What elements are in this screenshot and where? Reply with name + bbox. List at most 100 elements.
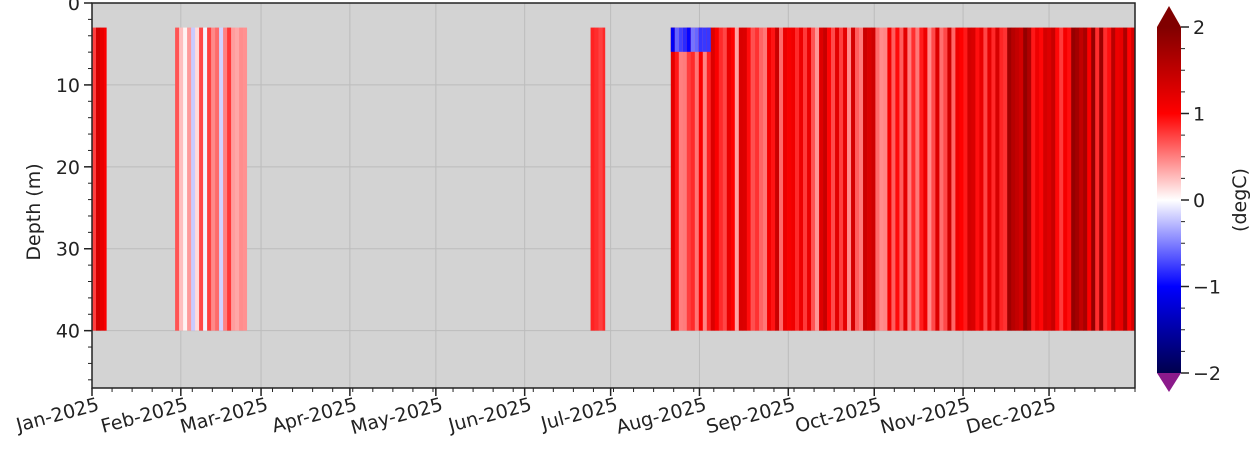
heatmap-cell bbox=[879, 27, 884, 331]
heatmap-cell bbox=[686, 27, 692, 331]
heatmap-cell bbox=[1027, 27, 1032, 331]
heatmap-cell bbox=[823, 27, 828, 331]
heatmap-cell bbox=[690, 27, 696, 331]
heatmap-cell bbox=[1107, 27, 1112, 331]
heatmap-cell bbox=[775, 27, 780, 331]
heatmap-cell bbox=[931, 27, 936, 331]
heatmap-cell bbox=[1015, 27, 1020, 331]
heatmap-cell bbox=[746, 27, 752, 331]
colorbar-tick-label: 0 bbox=[1193, 190, 1205, 212]
heatmap-segment bbox=[590, 27, 606, 331]
heatmap-cell bbox=[690, 27, 696, 52]
heatmap-cell bbox=[219, 27, 224, 331]
heatmap-cell bbox=[939, 27, 944, 331]
heatmap-cell bbox=[702, 27, 708, 52]
heatmap-cell bbox=[1079, 27, 1084, 331]
x-tick-label: Nov-2025 bbox=[878, 394, 972, 439]
heatmap-cell bbox=[682, 27, 688, 331]
heatmap-cell bbox=[779, 27, 784, 331]
heatmap-cell bbox=[1059, 27, 1064, 331]
heatmap-cell bbox=[594, 27, 599, 331]
heatmap-segment bbox=[92, 27, 107, 331]
heatmap-cell bbox=[843, 27, 848, 331]
heatmap-cell bbox=[1091, 27, 1096, 331]
heatmap-cell bbox=[722, 27, 728, 331]
heatmap-cell bbox=[1019, 27, 1024, 331]
heatmap-cell bbox=[710, 27, 716, 331]
colorbar-gradient bbox=[1157, 27, 1181, 373]
heatmap-cell bbox=[875, 27, 880, 331]
heatmap-cell bbox=[859, 27, 864, 331]
heatmap-cell bbox=[734, 27, 740, 331]
heatmap-cell bbox=[815, 27, 820, 331]
heatmap-cell bbox=[947, 27, 952, 331]
heatmap-cell bbox=[1119, 27, 1124, 331]
heatmap-cell bbox=[187, 27, 192, 331]
x-tick-label: Jan-2025 bbox=[13, 394, 101, 437]
heatmap-cell bbox=[959, 27, 964, 331]
heatmap-cell bbox=[678, 27, 684, 52]
heatmap-cell bbox=[96, 27, 101, 331]
heatmap-segment bbox=[175, 27, 248, 331]
heatmap-cell bbox=[895, 27, 900, 331]
heatmap-cell bbox=[851, 27, 856, 331]
x-tick-label: Mar-2025 bbox=[178, 394, 270, 439]
heatmap-cell bbox=[919, 27, 924, 331]
x-tick-label: Jun-2025 bbox=[445, 394, 534, 437]
colorbar-top-extension bbox=[1157, 6, 1181, 27]
heatmap-cell bbox=[971, 27, 976, 331]
heatmap-cell bbox=[730, 27, 736, 331]
heatmap-cell bbox=[835, 27, 840, 331]
heatmap-cell bbox=[911, 27, 916, 331]
heatmap-cell bbox=[1023, 27, 1028, 331]
heatmap-cell bbox=[203, 27, 208, 331]
heatmap-cell bbox=[891, 27, 896, 331]
heatmap-cell bbox=[211, 27, 216, 331]
x-tick-label: Dec-2025 bbox=[964, 394, 1059, 439]
heatmap-cell bbox=[791, 27, 796, 331]
heatmap-cell bbox=[751, 27, 756, 331]
y-tick-label: 20 bbox=[56, 157, 80, 179]
heatmap-cell bbox=[771, 27, 776, 331]
y-axis-ticks: 0 10 20 30 40 bbox=[56, 0, 92, 381]
heatmap-cell bbox=[239, 27, 244, 331]
heatmap-segment bbox=[751, 27, 872, 331]
heatmap-cell bbox=[191, 27, 196, 331]
heatmap-cell bbox=[678, 27, 684, 331]
heatmap-cells bbox=[92, 27, 1135, 331]
heatmap-cell bbox=[718, 27, 724, 331]
x-tick-label: Feb-2025 bbox=[99, 394, 191, 438]
heatmap-cell bbox=[1127, 27, 1132, 331]
heatmap-cell bbox=[979, 27, 984, 331]
heatmap-cell bbox=[694, 27, 700, 52]
heatmap-cell bbox=[1111, 27, 1116, 331]
heatmap-cell bbox=[742, 27, 748, 331]
heatmap-cell bbox=[991, 27, 996, 331]
heatmap-cell bbox=[883, 27, 888, 331]
heatmap-cell bbox=[855, 27, 860, 331]
heatmap-cell bbox=[1115, 27, 1120, 331]
x-tick-label: May-2025 bbox=[348, 394, 445, 440]
y-tick-label: 10 bbox=[56, 75, 80, 97]
heatmap-cell bbox=[602, 27, 606, 331]
colorbar-tick-label: −2 bbox=[1193, 363, 1221, 385]
heatmap-cell bbox=[811, 27, 816, 331]
heatmap-cell bbox=[795, 27, 800, 331]
heatmap-cell bbox=[763, 27, 768, 331]
colorbar-tick-label: 1 bbox=[1193, 104, 1205, 126]
heatmap-cell bbox=[767, 27, 772, 331]
colorbar-ticks: 2 1 0 −1 −2 bbox=[1181, 17, 1221, 385]
heatmap-cell bbox=[1007, 27, 1012, 331]
heatmap-cell bbox=[847, 27, 852, 331]
heatmap-cell bbox=[871, 27, 876, 331]
y-tick-label: 40 bbox=[56, 321, 80, 343]
heatmap-cell bbox=[698, 27, 704, 331]
colorbar-tick-label: −1 bbox=[1193, 277, 1221, 299]
heatmap-cell bbox=[1039, 27, 1044, 331]
colorbar: 2 1 0 −1 −2 bbox=[1157, 6, 1221, 392]
heatmap-cell bbox=[975, 27, 980, 331]
heatmap-cell bbox=[963, 27, 968, 331]
